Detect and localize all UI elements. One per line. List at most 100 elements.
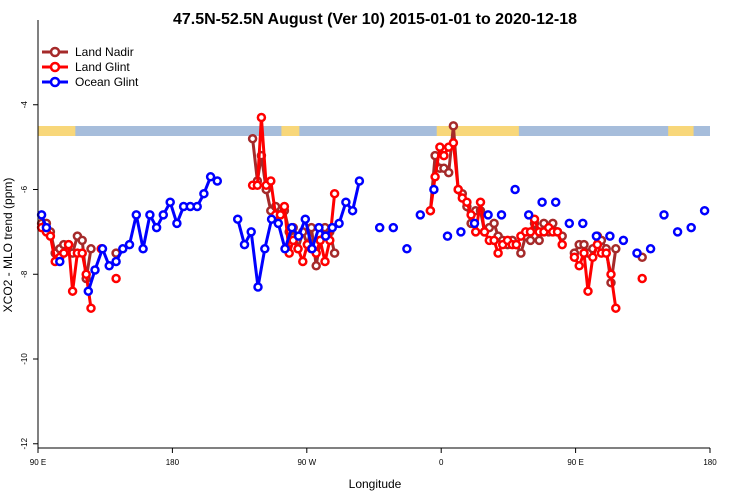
series-1-point-15 (252, 180, 263, 191)
y-tick-label-0: -4 (20, 101, 29, 109)
series-2-point-37 (327, 222, 338, 233)
series-1-point-73 (637, 273, 647, 284)
x-tick-label-4: 90 E (567, 458, 583, 467)
series-2-point-54 (537, 197, 547, 207)
series-2-point-38 (334, 218, 344, 229)
series-2-point-26 (253, 282, 263, 292)
legend-label-0: Land Nadir (75, 45, 134, 59)
y-tick-label-2: -8 (20, 270, 29, 278)
series-2-point-57 (578, 218, 588, 229)
series-2-point-65 (686, 222, 696, 233)
series-1-point-56 (529, 214, 540, 224)
series-0-point-54 (525, 235, 536, 246)
x-ticks: 90 E 180 90 W 0 90 E 180 (30, 448, 717, 467)
series-0-point-9 (77, 235, 87, 246)
series-2-point-42 (374, 222, 385, 233)
series-2-point-24 (239, 239, 250, 250)
series-1-point-11 (86, 303, 96, 313)
series-2-point-43 (388, 222, 399, 233)
y-tick-label-1: -6 (20, 185, 29, 193)
series-1-point-7 (67, 286, 78, 296)
series-1-point-43 (470, 227, 481, 237)
series-1-point-16 (256, 112, 267, 123)
series-1-point-42 (466, 210, 476, 220)
series-1-point-68 (592, 239, 603, 250)
series-1-point-33 (425, 205, 436, 216)
series-1-point-6 (63, 239, 74, 250)
series-1-point-52 (511, 239, 522, 250)
y-tick-label-3: -10 (20, 353, 29, 365)
series-2-point-27 (260, 244, 270, 254)
series-2-point-33 (300, 214, 311, 224)
series-2-point-50 (483, 210, 493, 220)
series-2-point-31 (287, 222, 297, 233)
series-2-point-53 (523, 210, 534, 220)
series-2-point-16 (172, 218, 182, 229)
series-2-point-44 (402, 244, 412, 254)
series-2-point-49 (469, 218, 480, 229)
series-0-point-13 (247, 133, 258, 144)
series-1-point-21 (279, 201, 290, 212)
series-2-point-61 (632, 248, 642, 258)
series-2-point-63 (659, 210, 669, 220)
x-tick-label-0: 90 E (30, 458, 46, 467)
legend-marker-2 (49, 76, 61, 88)
series-0-point-71 (611, 244, 621, 254)
series-0-point-11 (86, 244, 96, 254)
series-1-point-66 (583, 286, 593, 296)
series-1-point-34 (430, 172, 440, 182)
series-1-point-18 (266, 176, 276, 186)
series-1-line-5 (573, 243, 618, 309)
series-2-point-9 (124, 239, 135, 250)
x-tick-label-2: 90 W (297, 458, 316, 467)
series-1-point-10 (81, 269, 91, 280)
legend-label-2: Ocean Glint (75, 75, 139, 89)
series-2-point-4 (90, 265, 100, 275)
series-1-point-67 (588, 252, 598, 263)
series-1-point-65 (579, 248, 589, 258)
series-2-point-64 (672, 227, 683, 237)
series-2-point-62 (645, 244, 656, 254)
series-1-point-38 (448, 138, 459, 148)
series-0-point-37 (448, 121, 459, 131)
series-2-point-35 (314, 222, 324, 233)
series-2-point-28 (266, 214, 277, 224)
series-2-point-39 (341, 197, 351, 207)
series-1-point-35 (435, 142, 445, 152)
series-1-point-47 (489, 235, 499, 246)
series-1-point-45 (479, 227, 490, 237)
y-tick-label-4: -12 (20, 437, 29, 449)
series-2-point-1 (41, 222, 52, 233)
series-2-point-59 (605, 231, 615, 241)
series-1-point-55 (525, 227, 536, 237)
series-0-point-31 (329, 248, 340, 258)
series-2-point-11 (138, 244, 148, 254)
series-2-point-36 (320, 231, 331, 241)
x-tick-label-1: 180 (166, 458, 180, 467)
legend-label-1: Land Glint (75, 60, 130, 74)
series-1-point-5 (59, 248, 69, 258)
series-2-point-25 (246, 227, 256, 237)
series-2-point-55 (550, 197, 561, 207)
y-axis-label: XCO2 - MLO trend (ppm) (1, 178, 15, 313)
series-1-point-48 (493, 248, 503, 258)
series-2-point-58 (591, 231, 602, 241)
series-1-point-32 (329, 188, 340, 199)
series-0-point-56 (534, 235, 544, 246)
series-2-point-40 (347, 205, 358, 216)
series-2-point-2 (55, 256, 65, 267)
series-2-point-8 (118, 244, 128, 254)
series-2-point-12 (145, 210, 155, 220)
series-2-point-41 (354, 176, 365, 186)
series-0-point-27 (311, 261, 321, 271)
legend-marker-0 (49, 46, 61, 58)
series-1-point-25 (298, 256, 308, 267)
series-2-point-29 (273, 218, 284, 229)
series-1-point-13 (111, 273, 121, 284)
series-2 (36, 172, 710, 296)
chart-title: 47.5N-52.5N August (Ver 10) 2015-01-01 t… (173, 11, 577, 28)
series-2-point-14 (158, 210, 169, 220)
series-2-point-22 (212, 176, 223, 186)
